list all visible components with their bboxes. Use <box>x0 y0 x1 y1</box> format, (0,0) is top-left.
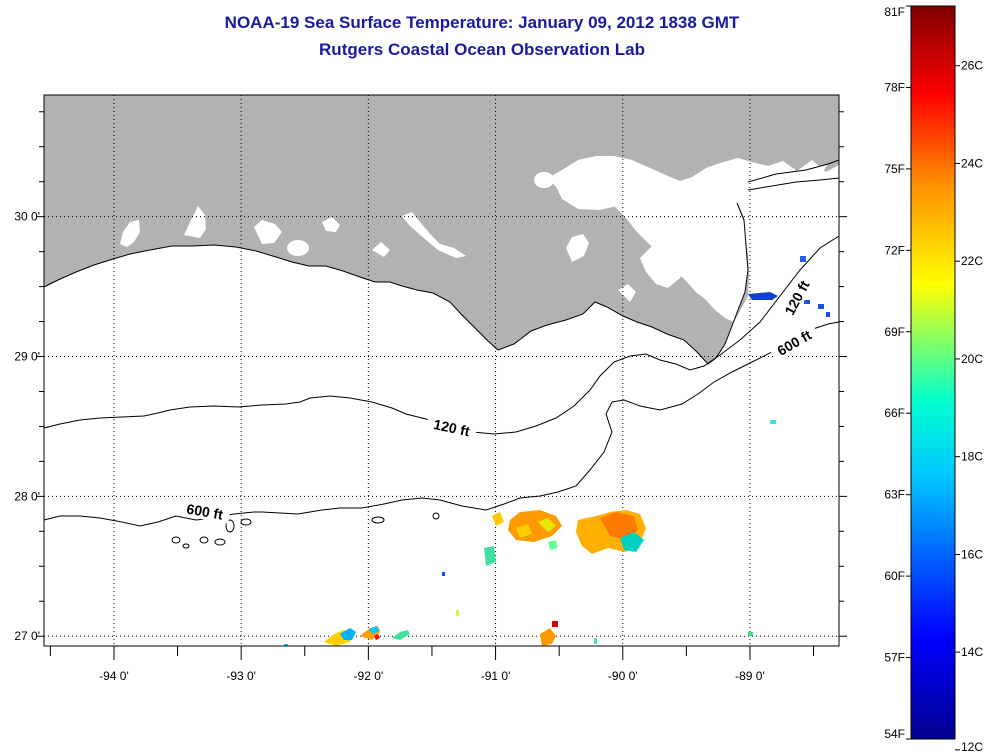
colorbar-f-label: 60F <box>884 569 905 583</box>
contour-label: 120 ft <box>432 416 471 439</box>
land-mass <box>44 95 839 364</box>
lon-tick-label: -93 0' <box>226 669 256 683</box>
lat-tick-label: 29 0' <box>14 350 40 364</box>
axis-ticks: -94 0' -93 0' -92 0' -91 0' -90 0' -89 0' 27 0… <box>14 111 847 683</box>
colorbar-f-label: 63F <box>884 488 905 502</box>
contour-600ft <box>43 321 840 527</box>
colorbar-c-label: 24C <box>961 156 983 170</box>
map-title: NOAA-19 Sea Surface Temperature: January… <box>224 13 740 32</box>
contour-label-bg <box>425 414 478 441</box>
colorbar-c-label: 18C <box>961 450 983 464</box>
colorbar-c-label: 26C <box>961 59 983 73</box>
lat-tick-label: 27 0' <box>14 629 40 643</box>
lat-tick-label: 30 0' <box>14 210 40 224</box>
colorbar-f-label: 78F <box>884 80 905 94</box>
colorbar-f-label: 66F <box>884 406 905 420</box>
sst-data-patches <box>284 256 830 646</box>
colorbar-f-label: 57F <box>884 651 905 665</box>
colorbar-c-label: 12C <box>961 740 983 754</box>
inland-water <box>120 163 828 346</box>
lon-tick-label: -94 0' <box>99 669 129 683</box>
colorbar-c-label: 22C <box>961 254 983 268</box>
lon-tick-label: -91 0' <box>481 669 511 683</box>
lat-tick-label: 28 0' <box>14 489 40 503</box>
lon-tick-label: -90 0' <box>608 669 638 683</box>
contour-label: 600 ft <box>185 501 224 523</box>
map-plot-area <box>44 95 839 646</box>
contour-label-bg <box>178 499 231 524</box>
colorbar-f-label: 75F <box>884 162 905 176</box>
plot-frame <box>43 94 840 647</box>
colorbar: 54F 57F 60F 63F 66F 69F 72F 75F 78F 81F 12C 14C 16C 1… <box>884 5 983 754</box>
colorbar-gradient <box>910 5 956 740</box>
contour-label-bg <box>778 271 816 324</box>
colorbar-c-label: 16C <box>961 547 983 561</box>
colorbar-f-label: 72F <box>884 243 905 257</box>
colorbar-c-label: 14C <box>961 645 983 659</box>
colorbar-f-label: 54F <box>884 727 905 741</box>
lat-lon-grid <box>44 95 839 646</box>
colorbar-f-label: 69F <box>884 325 905 339</box>
lon-tick-label: -89 0' <box>735 669 765 683</box>
map-subtitle: Rutgers Coastal Ocean Observation Lab <box>319 40 645 59</box>
contour-label-bg <box>768 323 820 363</box>
colorbar-f-label: 81F <box>884 5 905 19</box>
lon-tick-label: -92 0' <box>354 669 384 683</box>
colorbar-c-label: 20C <box>961 352 983 366</box>
